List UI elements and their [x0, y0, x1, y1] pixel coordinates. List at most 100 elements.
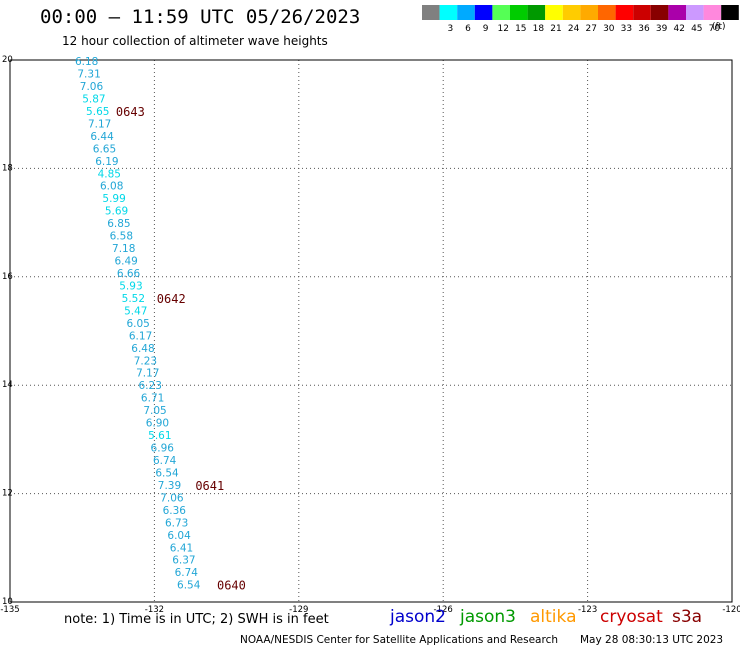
swh-value-label: 7.23 [134, 355, 157, 367]
swh-value-label: 6.90 [146, 418, 169, 430]
swh-value-label: 6.54 [177, 580, 201, 592]
swh-value-label: 5.99 [102, 193, 125, 205]
footer-timestamp: May 28 08:30:13 UTC 2023 [580, 634, 724, 646]
swh-value-label: 6.74 [153, 455, 177, 467]
swh-value-label: 5.69 [105, 206, 128, 218]
satellite-altika-label: altika [530, 607, 577, 627]
swh-value-label: 7.18 [112, 243, 135, 255]
pass-time-label: 0643 [116, 105, 145, 119]
page-title: 00:00 – 11:59 UTC 05/26/2023 [40, 6, 361, 28]
legend-swatch [580, 5, 598, 20]
legend-bin-label: 33 [621, 24, 632, 34]
footer-source: NOAA/NESDIS Center for Satellite Applica… [240, 634, 558, 646]
swh-value-label: 6.54 [155, 467, 179, 479]
swh-value-label: 6.04 [167, 530, 191, 542]
x-tick-label: -129 [289, 605, 308, 615]
legend-bin-label: 27 [585, 24, 596, 34]
swh-value-label: 6.37 [172, 555, 195, 567]
legend-swatch [510, 5, 528, 20]
y-tick-label: 14 [2, 380, 13, 390]
swh-value-label: 6.36 [163, 505, 187, 517]
swh-value-label: 5.87 [82, 93, 105, 105]
swh-value-label: 6.08 [100, 181, 123, 193]
x-tick-label: -120 [722, 605, 740, 615]
swh-value-label: 6.49 [114, 256, 137, 268]
legend-bin-label: 39 [656, 24, 668, 34]
x-tick-label: -132 [145, 605, 164, 615]
swh-value-label: 6.96 [151, 443, 175, 455]
pass-time-label: 0642 [157, 292, 186, 306]
swh-value-label: 5.47 [124, 305, 147, 317]
legend-swatch [633, 5, 651, 20]
plot-frame [9, 59, 733, 603]
legend-swatch [474, 5, 493, 20]
legend-swatch [598, 5, 616, 20]
swh-value-label: 6.71 [141, 393, 164, 405]
swh-value-label: 7.06 [80, 81, 104, 93]
swh-value-label: 5.61 [148, 430, 171, 442]
legend-bin-label: 9 [483, 24, 489, 34]
legend-bin-label: 3 [448, 24, 454, 34]
legend-bin-label: 15 [515, 24, 526, 34]
satellite-cryosat-label: cryosat [600, 607, 663, 627]
legend-swatch [562, 5, 581, 20]
swh-value-label: 5.65 [86, 106, 109, 118]
x-tick-label: -126 [434, 605, 453, 615]
swh-value-label: 6.74 [175, 567, 199, 579]
legend-swatch [615, 5, 634, 20]
pass-time-label: 0641 [195, 479, 224, 493]
legend-swatch [492, 5, 510, 20]
legend-bin-label: 12 [497, 24, 508, 34]
swh-value-label: 5.93 [119, 280, 142, 292]
pass-time-label: 0640 [217, 579, 246, 593]
swh-value-label: 6.85 [107, 218, 130, 230]
legend-swatch [650, 5, 669, 20]
swh-value-label: 6.44 [90, 131, 114, 143]
color-legend: 3 6 9 12 15 18 21 24 27 30 33 36 39 42 45 70 [422, 5, 739, 34]
swh-value-label: 7.31 [77, 69, 100, 81]
y-tick-label: 12 [2, 489, 13, 499]
satellite-jason2-label: jason2 [390, 607, 446, 627]
swh-value-label: 6.48 [131, 343, 154, 355]
legend-swatch [422, 5, 440, 20]
legend-bin-label: 18 [533, 24, 545, 34]
x-tick-label: -123 [578, 605, 597, 615]
legend-swatch [457, 5, 475, 20]
swh-value-label: 6.65 [93, 143, 116, 155]
legend-bin-label: 45 [691, 24, 702, 34]
legend-bin-label: 24 [568, 24, 580, 34]
swh-value-label: 6.41 [170, 542, 193, 554]
legend-bin-label: 42 [673, 24, 684, 34]
satellite-s3a-label: s3a [672, 607, 703, 627]
swh-value-label: 7.39 [158, 480, 181, 492]
legend-swatch [721, 5, 739, 20]
satellite-jason3-label: jason3 [460, 607, 516, 627]
legend-bin-label: 70 [709, 24, 721, 34]
swh-value-label: 6.23 [139, 380, 162, 392]
swh-value-label: 6.58 [110, 231, 133, 243]
legend-unit-label: (ft) [712, 22, 726, 32]
legend-swatch [439, 5, 458, 20]
swh-value-label: 6.19 [95, 156, 118, 168]
legend-bin-label: 36 [638, 24, 650, 34]
legend-bin-label: 6 [465, 24, 471, 34]
swh-value-label: 7.17 [88, 118, 111, 130]
y-tick-label: 16 [2, 272, 13, 282]
y-tick-label: 20 [2, 55, 13, 65]
x-tick-label: -135 [0, 605, 19, 615]
legend-swatch [703, 5, 722, 20]
swh-value-label: 6.66 [117, 268, 141, 280]
swh-value-label: 4.85 [98, 168, 121, 180]
swh-value-label: 7.17 [136, 368, 159, 380]
swh-value-label: 7.05 [143, 405, 166, 417]
y-tick-label: 10 [2, 597, 13, 607]
legend-swatch [527, 5, 546, 20]
swh-value-label: 7.06 [160, 492, 184, 504]
swh-value-label: 6.73 [165, 517, 188, 529]
legend-swatch [545, 5, 563, 20]
swh-value-label: 6.05 [126, 318, 149, 330]
legend-bin-label: 21 [550, 24, 561, 34]
wave-height-chart: 20 18 16 14 12 10-135 -132 -129 -126 -123 -120 6.18… [0, 55, 740, 615]
legend-swatch [686, 5, 704, 20]
